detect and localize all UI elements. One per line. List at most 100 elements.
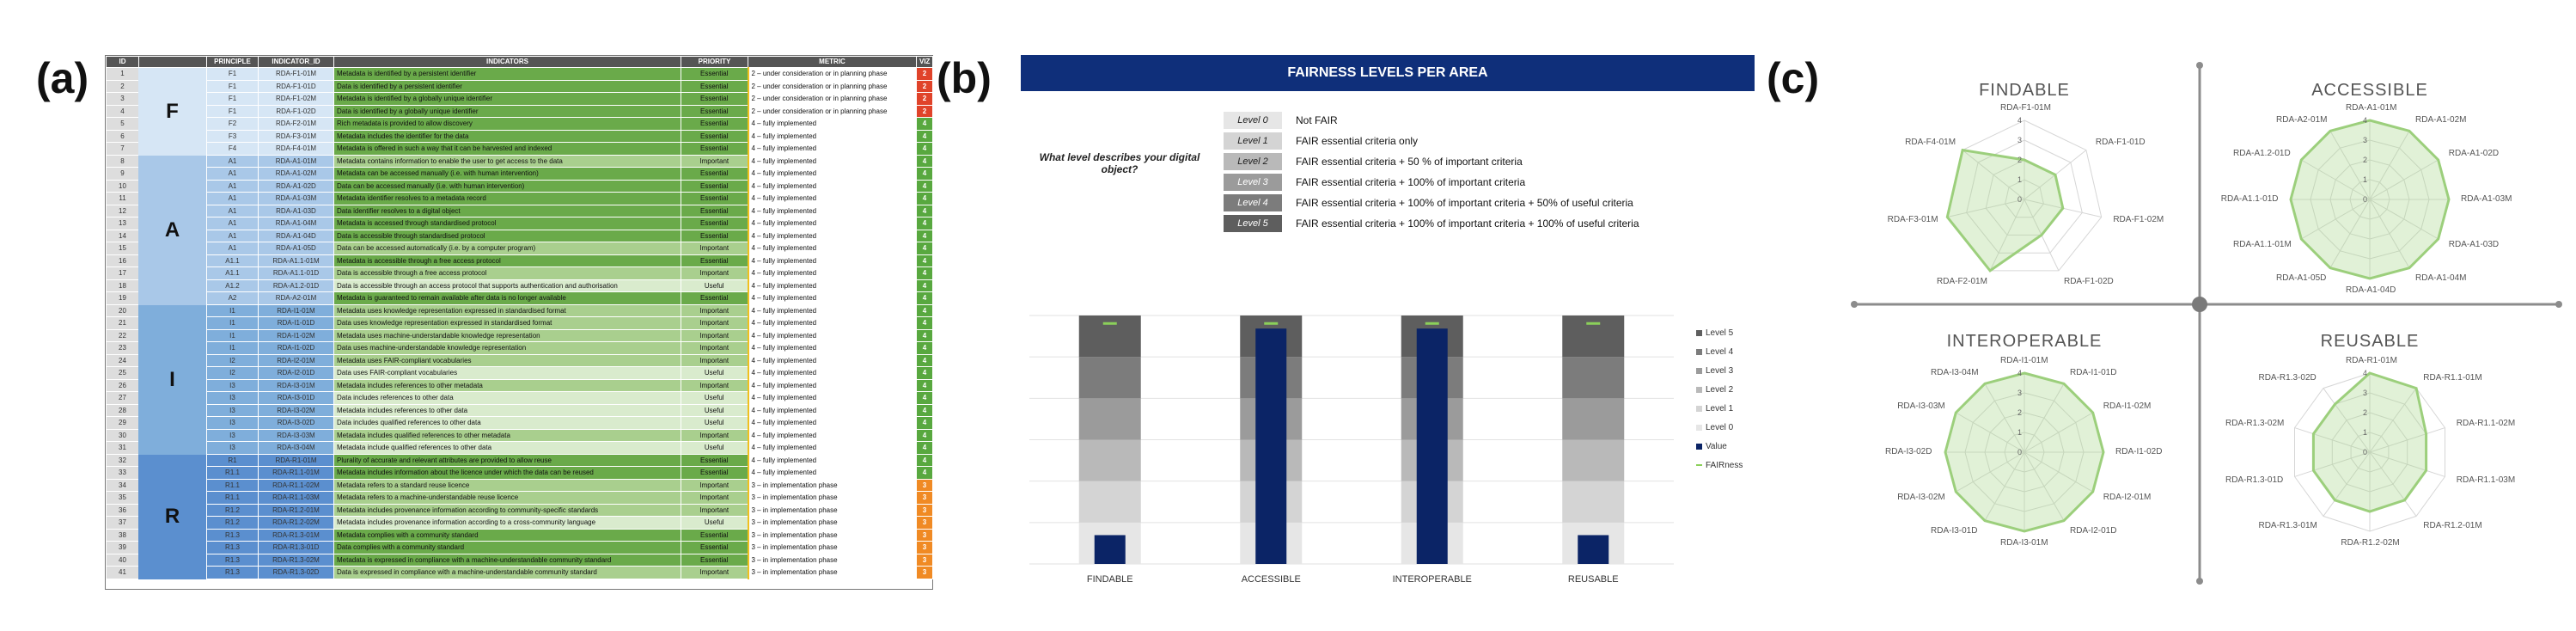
row-id: 3 xyxy=(106,92,139,106)
principle-cell: R1.1 xyxy=(206,478,259,492)
row-id: 30 xyxy=(106,428,139,442)
radar-spoke xyxy=(2369,199,2410,268)
radar-axis-label: RDA-A1-02M xyxy=(2415,115,2467,126)
principle-cell: I3 xyxy=(206,416,259,430)
group-letter-r: R xyxy=(138,454,206,579)
radar-spoke xyxy=(2369,131,2410,200)
principle-cell: R1.3 xyxy=(206,553,259,567)
metric-cell: 4 – fully implemented xyxy=(747,129,917,143)
principle-cell: R1.2 xyxy=(206,503,259,517)
principle-cell: A1 xyxy=(206,192,259,205)
header-cell: METRIC xyxy=(748,56,917,68)
radar-tick-label: 1 xyxy=(2017,175,2022,184)
viz-cell: 4 xyxy=(916,167,933,181)
x-axis-label: REUSABLE xyxy=(1567,574,1619,585)
row-id: 37 xyxy=(106,516,139,530)
table-row: 18 A1.2 RDA-A1.2-01D Data is accessible thr… xyxy=(106,279,933,292)
viz-cell: 4 xyxy=(916,366,933,380)
principle-cell: I1 xyxy=(206,341,259,355)
viz-cell: 3 xyxy=(916,503,933,517)
radar-axis-label: RDA-I2-01D xyxy=(2070,525,2117,536)
table-row: 40 R1.3 RDA-R1.3-02M Metadata is expressed … xyxy=(106,553,933,567)
principle-cell: R1.3 xyxy=(206,566,259,579)
legend-item: Value xyxy=(1696,442,1727,451)
row-id: 32 xyxy=(106,453,139,467)
indicator-cell: Plurality of accurate and relevant attri… xyxy=(333,453,681,467)
group-letter-i: I xyxy=(138,304,206,455)
indicator-cell: Metadata uses machine-understandable kno… xyxy=(333,328,681,342)
priority-cell: Useful xyxy=(681,391,748,405)
legend-label: Level 4 xyxy=(1706,347,1734,357)
principle-cell: I1 xyxy=(206,303,259,317)
indicator-id-cell: RDA-I3-01D xyxy=(258,391,334,405)
table-row: 33 R1.1 RDA-R1.1-01M Metadata includes info… xyxy=(106,466,933,480)
row-id: 12 xyxy=(106,204,139,217)
radar-axis-label: RDA-I1-01M xyxy=(2000,356,2048,365)
table-row: 32 R1 RDA-R1-01M Plurality of accurate and … xyxy=(106,453,933,467)
row-id: 40 xyxy=(106,553,139,567)
row-id: 7 xyxy=(106,142,139,156)
metric-cell: 4 – fully implemented xyxy=(747,154,917,168)
legend-item: Level 1 xyxy=(1696,404,1733,414)
group-letter-f: F xyxy=(138,68,206,156)
row-id: 34 xyxy=(106,478,139,492)
x-axis-label: FINDABLE xyxy=(1086,574,1133,585)
radar-axis-label: RDA-A1.1-01D xyxy=(2220,194,2279,204)
viz-cell: 4 xyxy=(916,279,933,292)
table-row: 27 I3 RDA-I3-01D Data includes references t… xyxy=(106,391,933,405)
table-header-row: ID PRINCIPLE INDICATOR_ID INDICATORS PRIORIT… xyxy=(106,56,933,68)
indicator-cell: Data is identified by a globally unique … xyxy=(333,104,681,118)
quadrant-axes xyxy=(1851,62,2562,585)
row-id: 36 xyxy=(106,503,139,517)
row-id: 4 xyxy=(106,104,139,118)
radar-axis-label: RDA-A2-01M xyxy=(2276,115,2328,126)
priority-cell: Essential xyxy=(681,67,748,81)
indicator-id-cell: RDA-F3-01M xyxy=(258,129,334,143)
row-id: 29 xyxy=(106,416,139,430)
metric-cell: 4 – fully implemented xyxy=(747,254,917,267)
principle-cell: F2 xyxy=(206,117,259,131)
radar-tick-label: 4 xyxy=(2017,369,2022,377)
radar-axis-label: RDA-A1-03M xyxy=(2461,194,2512,204)
table-row: 8 A1 RDA-A1-01M Metadata contains informati… xyxy=(106,154,933,168)
header-cell: ID xyxy=(106,56,139,68)
metric-cell: 4 – fully implemented xyxy=(747,242,917,255)
table-row: 30 I3 RDA-I3-03M Metadata includes qualifie… xyxy=(106,428,933,442)
row-id: 16 xyxy=(106,254,139,267)
level-band xyxy=(1562,481,1625,523)
level-label: Level 2 xyxy=(1224,153,1282,170)
table-row: 26 I3 RDA-I3-01M Metadata includes referenc… xyxy=(106,378,933,392)
radar-axis-label: RDA-R1.3-01M xyxy=(2258,520,2317,530)
priority-cell: Important xyxy=(681,316,748,330)
priority-cell: Important xyxy=(681,154,748,168)
axis-end-dot xyxy=(2196,578,2203,585)
legend-swatch xyxy=(1696,367,1702,374)
radar-spoke xyxy=(2369,159,2439,200)
level-band xyxy=(1562,357,1625,399)
indicator-cell: Data is identified by a persistent ident… xyxy=(333,79,681,93)
viz-cell: 4 xyxy=(916,204,933,217)
priority-cell: Useful xyxy=(681,416,748,430)
indicator-table: ID PRINCIPLE INDICATOR_ID INDICATORS PRIORIT… xyxy=(106,56,933,579)
radar-axis-label: RDA-F1-02M xyxy=(2113,214,2164,224)
legend-label: Level 3 xyxy=(1706,366,1734,376)
indicator-id-cell: RDA-R1.1-03M xyxy=(258,491,334,505)
indicator-id-cell: RDA-I1-02D xyxy=(258,341,334,355)
level-label: Level 5 xyxy=(1224,215,1282,232)
priority-cell: Essential xyxy=(681,204,748,217)
radar-axis-label: RDA-F2-01M xyxy=(1937,276,1987,286)
value-bar xyxy=(1255,328,1287,564)
priority-cell: Essential xyxy=(681,167,748,181)
radar-axis-label: RDA-I3-04M xyxy=(1931,368,1979,378)
metric-cell: 4 – fully implemented xyxy=(747,279,917,292)
table-row: 28 I3 RDA-I3-02M Metadata includes referenc… xyxy=(106,403,933,417)
principle-cell: A1 xyxy=(206,154,259,168)
principle-cell: I1 xyxy=(206,316,259,330)
indicator-cell: Metadata is offered in such a way that i… xyxy=(333,142,681,156)
metric-cell: 3 – in implementation phase xyxy=(747,491,917,505)
level-band xyxy=(1078,439,1141,481)
priority-cell: Essential xyxy=(681,553,748,567)
radar-tick-label: 4 xyxy=(2363,369,2367,377)
radar-spoke xyxy=(2323,388,2371,453)
viz-cell: 4 xyxy=(916,466,933,480)
